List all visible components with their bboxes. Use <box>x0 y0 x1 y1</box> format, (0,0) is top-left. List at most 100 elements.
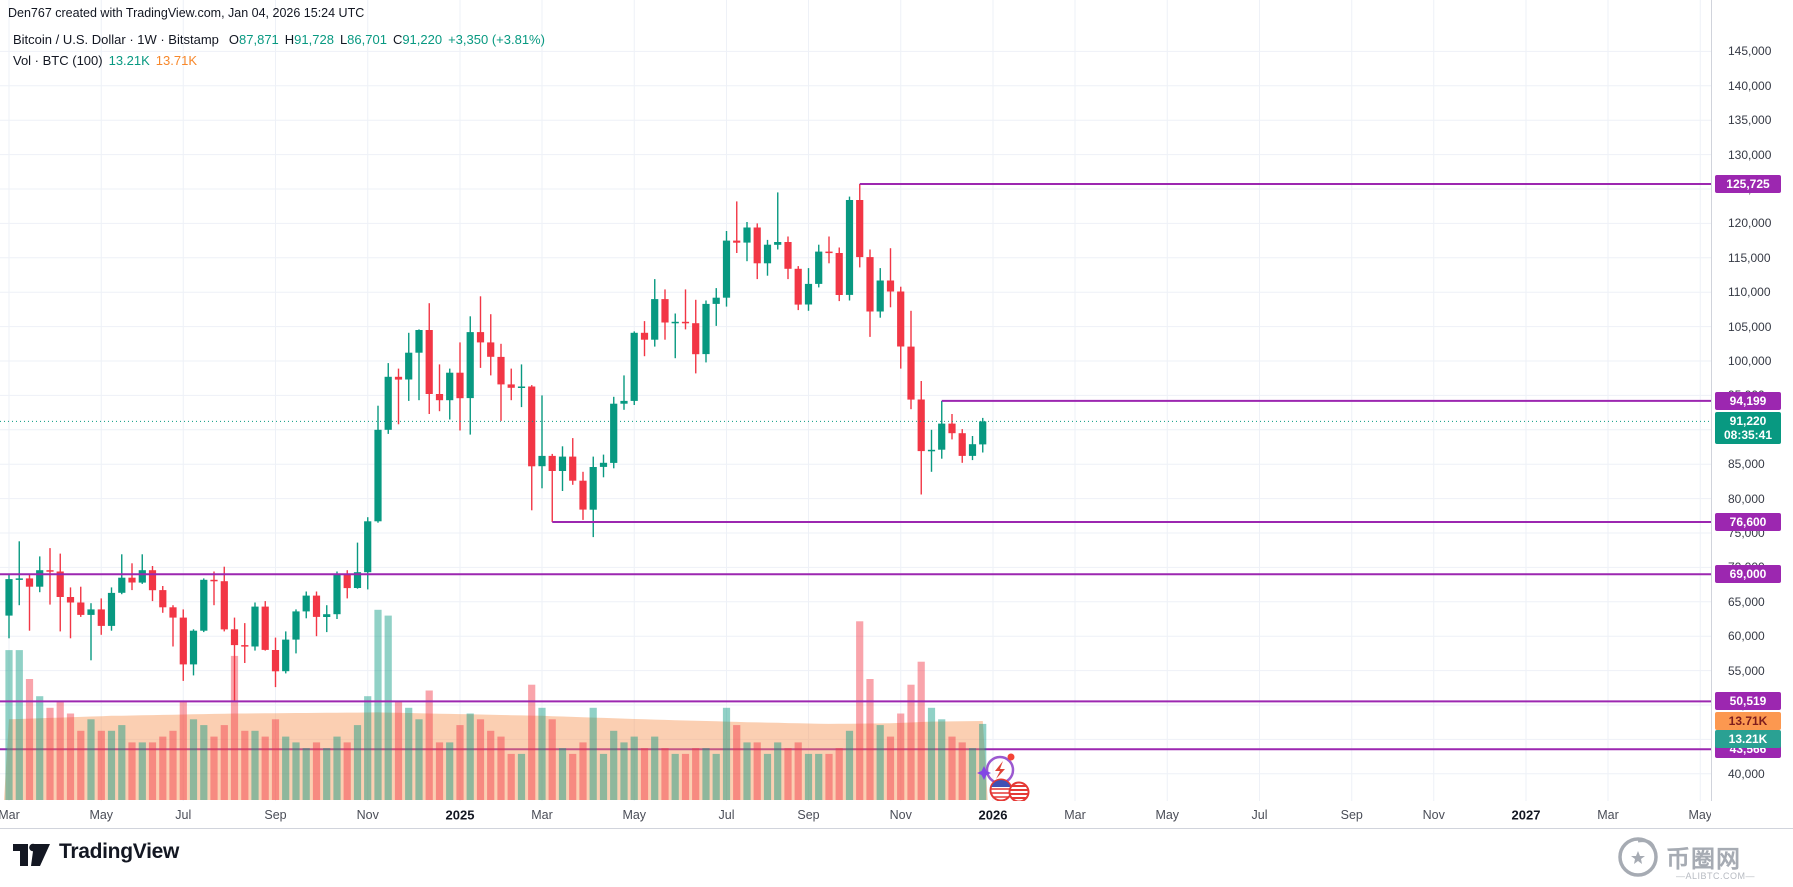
candle <box>507 384 515 388</box>
legend-volume-row[interactable]: Vol · BTC (100) 13.21K 13.71K <box>13 50 545 71</box>
candle <box>569 456 577 481</box>
time-axis[interactable]: Mar May Jul Sep Nov 2025 Mar May Jul Sep Nov 2026 Ma… <box>0 801 1711 828</box>
time-axis-label: 2027 <box>1511 807 1541 822</box>
change-value: +3,350 (+3.81%) <box>448 32 545 47</box>
close-label: C <box>392 32 403 47</box>
open-value: 87,871 <box>239 32 279 47</box>
price-axis[interactable]: 40,00045,00050,00055,00060,00065,00070,0… <box>1711 0 1793 801</box>
candle <box>425 330 433 394</box>
time-axis-label: Nov <box>356 807 379 822</box>
candle <box>702 303 710 355</box>
candle <box>446 372 454 401</box>
price-tick-label: 140,000 <box>1728 78 1772 93</box>
site-watermark: 币圈网 —ALIBTC.COM— <box>1614 831 1789 885</box>
price-tick-label: 120,000 <box>1728 216 1772 231</box>
time-axis-label: Mar <box>531 807 553 822</box>
candle <box>794 268 802 305</box>
candle <box>856 200 864 258</box>
candle <box>610 403 618 463</box>
candle <box>261 606 269 650</box>
volume-bar <box>927 707 936 800</box>
volume-bar <box>671 753 679 800</box>
price-chart[interactable] <box>0 0 1711 803</box>
candle <box>487 342 495 357</box>
time-axis-label: 2025 <box>445 807 475 822</box>
volume-bar <box>548 719 556 800</box>
volume-bar <box>415 719 423 800</box>
volume-bar <box>794 742 802 800</box>
volume-bar <box>56 702 64 800</box>
candle <box>528 386 536 467</box>
candle <box>763 244 772 264</box>
volume-bar <box>15 650 23 800</box>
price-tick-label: 85,000 <box>1728 457 1765 472</box>
candle <box>159 590 167 608</box>
volume-bar <box>66 713 75 800</box>
volume-title: Vol · BTC (100) <box>13 53 103 68</box>
candle <box>456 372 464 399</box>
volume-bar <box>620 742 628 800</box>
volume-bar <box>446 742 454 800</box>
candle <box>25 578 34 587</box>
volume-bar <box>743 742 751 800</box>
volume-bar <box>610 730 618 800</box>
volume-bar <box>118 725 126 800</box>
tradingview-logo[interactable]: TradingView <box>13 837 179 867</box>
price-level-badge: 76,600 <box>1715 512 1781 531</box>
volume-bar <box>179 702 187 800</box>
candle <box>97 609 105 626</box>
time-axis-label: May <box>1155 807 1180 822</box>
time-axis-label: May <box>89 807 114 822</box>
volume-bar <box>36 696 44 800</box>
time-axis-label: Mar <box>1597 807 1619 822</box>
volume-bar <box>579 742 587 800</box>
volume-bars <box>5 609 987 800</box>
candle <box>897 291 905 347</box>
candle <box>722 240 731 298</box>
volume-bar <box>405 707 413 800</box>
volume-bar <box>138 742 146 800</box>
volume-bar <box>425 690 433 800</box>
volume-bar <box>497 736 505 800</box>
legend-symbol-row[interactable]: Bitcoin / U.S. Dollar · 1W · Bitstamp O87… <box>13 29 545 50</box>
volume-bar <box>302 748 310 800</box>
candle <box>230 629 239 646</box>
time-axis-label: Sep <box>264 807 287 822</box>
candle <box>743 227 751 243</box>
volume-bar <box>282 736 290 800</box>
chart-plot-area[interactable] <box>0 0 1711 803</box>
volume-bar <box>46 707 54 800</box>
candle <box>118 577 126 593</box>
candle <box>958 433 966 456</box>
candle <box>517 386 526 388</box>
candle <box>241 645 249 647</box>
candle <box>343 574 351 589</box>
volume-bar <box>374 609 382 800</box>
chart-legend[interactable]: Bitcoin / U.S. Dollar · 1W · Bitstamp O87… <box>13 29 545 71</box>
candle <box>179 617 187 665</box>
volume-bar <box>456 725 464 800</box>
candle <box>558 456 567 471</box>
tradingview-logo-icon <box>13 843 50 866</box>
candle <box>148 570 157 591</box>
watermark-logo-icon <box>1618 837 1658 877</box>
candle <box>128 577 136 583</box>
volume-bar <box>804 753 813 800</box>
volume-bar <box>784 748 792 800</box>
candle <box>15 578 23 580</box>
candle <box>415 330 423 353</box>
tradingview-logo-text: TradingView <box>59 840 180 863</box>
candle <box>282 639 290 672</box>
candle <box>77 602 85 615</box>
volume-bar <box>558 748 567 800</box>
volume-bar <box>968 748 977 800</box>
volume-bar <box>271 719 280 800</box>
volume-bar <box>507 753 515 800</box>
volume-bar <box>353 725 362 800</box>
volume-bar <box>712 753 720 800</box>
stamp-icons <box>977 753 1030 803</box>
volume-ma-value: 13.71K <box>155 53 197 68</box>
price-tick-label: 145,000 <box>1728 44 1772 59</box>
last-price-badge: 91,220 08:35:41 <box>1715 412 1781 445</box>
volume-bar <box>907 684 915 800</box>
